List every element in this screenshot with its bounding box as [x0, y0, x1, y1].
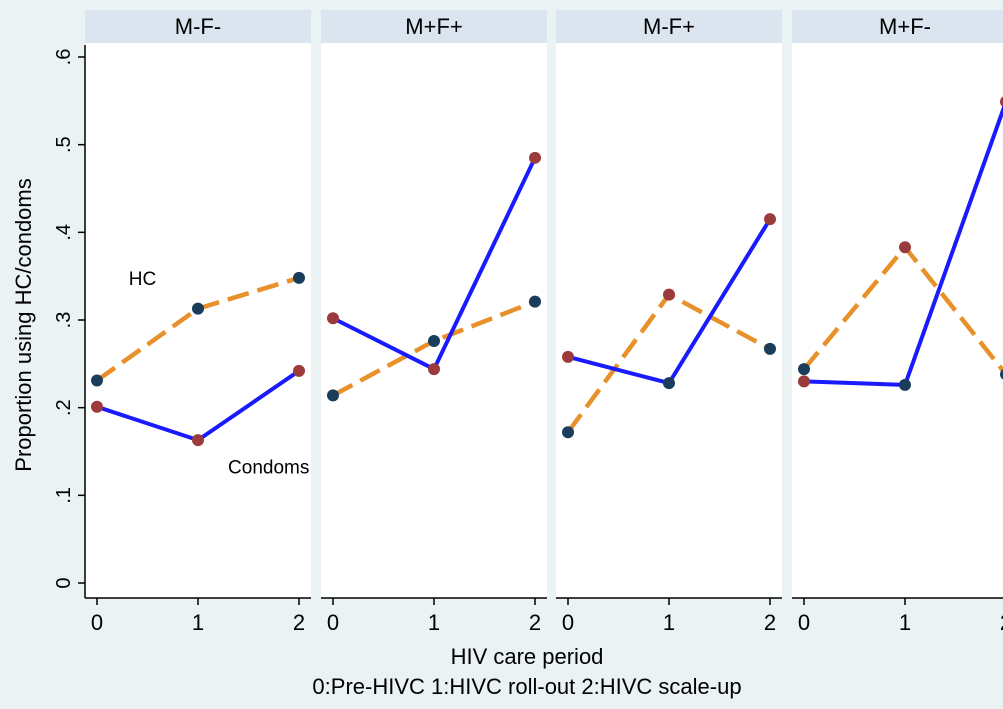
panel-strip	[556, 10, 782, 43]
point-hc	[1000, 369, 1003, 380]
point-condoms	[798, 375, 810, 388]
x-tick-label: 0	[91, 610, 103, 635]
point-condoms	[562, 350, 574, 363]
x-tick-label: 2	[1000, 610, 1003, 635]
point-condoms	[293, 364, 305, 377]
point-hc	[798, 363, 810, 376]
panels-layer: M-F- 0 1 2 M+F+ 0 1 2 M-F+ 0 1 2 M+F- 0 1 2 HC Condoms	[85, 10, 1003, 635]
point-condoms	[529, 151, 541, 164]
y-axis: 0 .1 .2 .3 .4 .5 .6	[53, 45, 86, 598]
x-tick-label: 2	[529, 610, 541, 635]
point-hc	[327, 389, 339, 402]
x-tick-label: 1	[192, 610, 204, 635]
y-tick-label: .2	[53, 399, 75, 416]
point-condoms	[91, 400, 103, 413]
point-hc	[529, 295, 541, 308]
annotation-label: HC	[129, 269, 156, 290]
y-tick-label: .4	[53, 224, 75, 241]
plot-area	[792, 43, 1003, 598]
x-tick-label: 1	[428, 610, 440, 635]
point-hc	[293, 271, 305, 284]
panel-M-F-: M-F- 0 1 2	[85, 10, 311, 635]
panel-strip	[321, 10, 547, 43]
panel-M+F-: M+F- 0 1 2	[792, 10, 1003, 635]
y-tick-label: .6	[53, 49, 75, 66]
x-axis-label: HIV care period	[451, 644, 604, 669]
y-tick-label: 0	[53, 577, 75, 588]
point-condoms	[663, 377, 675, 390]
panel-strip	[85, 10, 311, 43]
point-condoms	[764, 213, 776, 226]
y-tick-label: .3	[53, 312, 75, 329]
panel-title: M+F+	[405, 14, 462, 39]
series-line-hc	[95, 275, 300, 383]
x-tick-label: 1	[899, 610, 911, 635]
point-condoms	[1000, 96, 1003, 107]
point-condoms	[428, 363, 440, 376]
point-hc	[91, 374, 103, 387]
point-hc	[192, 302, 204, 315]
point-hc	[663, 288, 675, 301]
panel-title: M-F-	[175, 14, 221, 39]
y-tick-label: .5	[53, 136, 75, 153]
x-tick-label: 2	[293, 610, 305, 635]
point-condoms	[192, 434, 204, 447]
x-tick-label: 0	[798, 610, 810, 635]
panel-strip	[792, 10, 1003, 43]
panel-title: M+F-	[879, 14, 931, 39]
plot-area	[321, 43, 547, 598]
point-condoms	[327, 312, 339, 325]
y-axis-label: Proportion using HC/condoms	[11, 178, 36, 471]
x-tick-label: 0	[327, 610, 339, 635]
point-condoms	[899, 378, 911, 391]
x-tick-label: 0	[562, 610, 574, 635]
x-tick-label: 2	[764, 610, 776, 635]
plot-area	[556, 43, 782, 598]
point-hc	[428, 335, 440, 348]
point-hc	[764, 342, 776, 355]
panel-title: M-F+	[643, 14, 695, 39]
x-axis-subtitle: 0:Pre-HIVC 1:HIVC roll-out 2:HIVC scale-…	[312, 674, 741, 699]
y-tick-label: .1	[53, 487, 75, 504]
x-tick-label: 1	[663, 610, 675, 635]
plot-area	[85, 43, 311, 598]
panel-M+F+: M+F+ 0 1 2	[321, 10, 547, 635]
point-hc	[562, 426, 574, 439]
panel-M-F+: M-F+ 0 1 2	[556, 10, 782, 635]
annotation-label: Condoms	[228, 457, 309, 478]
point-hc	[899, 241, 911, 254]
